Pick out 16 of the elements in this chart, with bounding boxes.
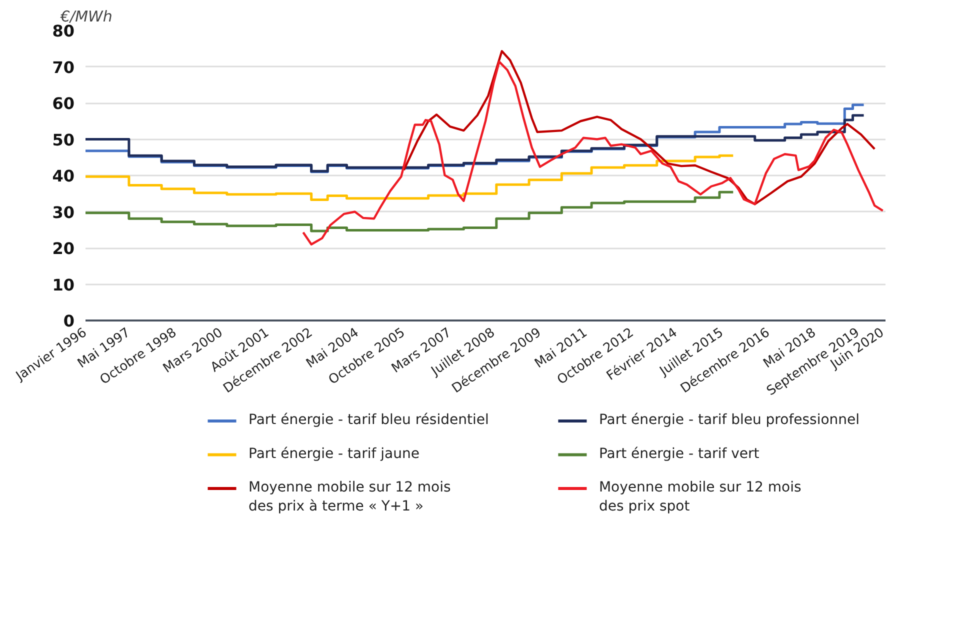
y-tick-label: 70 <box>52 58 74 77</box>
legend-label: Part énergie - tarif jaune <box>248 446 420 462</box>
legend-label: Part énergie - tarif vert <box>598 446 760 462</box>
legend-label: Moyenne mobile sur 12 mois des prix à terme « Y+1 » <box>248 480 451 515</box>
y-tick-label: 60 <box>52 94 74 113</box>
y-tick-label: 20 <box>52 239 74 258</box>
line-series <box>402 50 876 206</box>
y-tick-label: 50 <box>52 130 74 150</box>
legend-label: Moyenne mobile sur 12 mois des prix spot <box>598 480 802 515</box>
y-tick-label: 0 <box>63 312 75 330</box>
y-tick-label: 40 <box>52 166 74 186</box>
y-tick-label: 10 <box>52 275 74 294</box>
legend-label: Part énergie - tarif bleu résidentiel <box>248 412 489 428</box>
y-tick-label: 30 <box>52 202 74 222</box>
legend-label: Part énergie - tarif bleu professionnel <box>598 412 860 428</box>
line-series <box>302 60 884 246</box>
